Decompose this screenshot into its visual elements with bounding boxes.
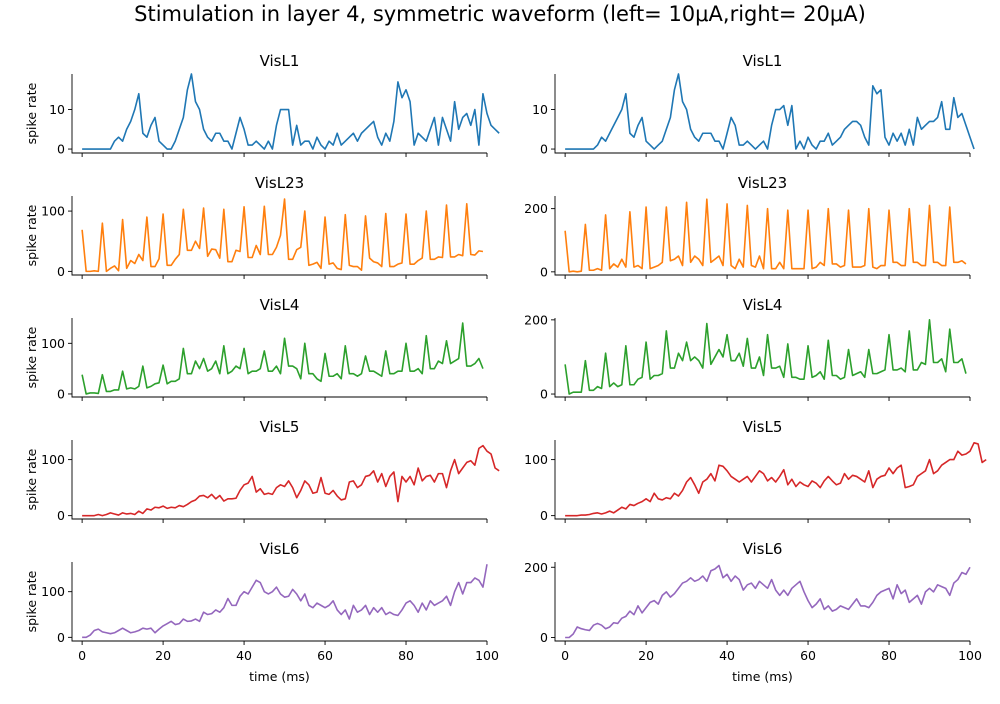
- subplot-title: VisL1: [743, 52, 783, 70]
- subplot-title: VisL4: [743, 296, 783, 314]
- y-tick-label: 100: [41, 204, 65, 219]
- subplot-visl4-right: VisL4 0 200: [524, 296, 971, 402]
- y-tick-label: 0: [540, 142, 548, 157]
- subplot-visl1-right: VisL1 0 10: [532, 52, 975, 157]
- subplot-title: VisL23: [738, 174, 787, 192]
- y-tick-label: 0: [540, 387, 548, 402]
- x-axis-label: time (ms): [249, 669, 310, 684]
- y-tick-label: 200: [524, 312, 548, 327]
- y-tick-label: 100: [41, 336, 65, 351]
- y-axis-label: spike rate: [24, 204, 39, 266]
- y-tick-label: 100: [41, 452, 65, 467]
- x-tick-label: 60: [800, 648, 816, 663]
- y-tick-label: 100: [524, 452, 548, 467]
- subplot-title: VisL23: [255, 174, 304, 192]
- y-axis-label: spike rate: [24, 448, 39, 510]
- series-line: [82, 73, 500, 150]
- y-tick-label: 0: [57, 630, 65, 645]
- x-tick-label: 40: [719, 648, 735, 663]
- y-tick-label: 0: [540, 630, 548, 645]
- series-line: [81, 198, 484, 273]
- subplot-visl5-right: VisL5 0 100: [524, 418, 987, 523]
- series-line: [565, 73, 975, 150]
- x-axis-label: time (ms): [732, 669, 793, 684]
- y-tick-label: 200: [524, 560, 548, 575]
- y-tick-label: 0: [57, 142, 65, 157]
- x-tick-label: 80: [398, 648, 414, 663]
- subplot-visl1-left: VisL1 0 10 spike rate: [24, 52, 500, 157]
- y-axis-label: spike rate: [24, 326, 39, 388]
- x-tick-label: 0: [561, 648, 569, 663]
- series-line: [564, 319, 967, 395]
- subplot-title: VisL5: [260, 418, 300, 436]
- series-line: [82, 444, 500, 517]
- y-axis-label: spike rate: [24, 570, 39, 632]
- x-tick-label: 100: [958, 648, 982, 663]
- x-tick-label: 20: [155, 648, 171, 663]
- series-line: [565, 564, 971, 639]
- subplot-title: VisL4: [260, 296, 300, 314]
- series-line: [82, 564, 488, 639]
- y-tick-label: 100: [41, 584, 65, 599]
- x-tick-label: 0: [78, 648, 86, 663]
- y-tick-label: 10: [49, 102, 65, 117]
- x-tick-label: 40: [236, 648, 252, 663]
- series-line: [564, 198, 967, 273]
- subplot-visl6-right: VisL6 0 200 0 20 40 60 80 100 time (ms): [524, 540, 982, 684]
- subplot-title: VisL1: [260, 52, 300, 70]
- y-tick-label: 10: [532, 102, 548, 117]
- figure-suptitle: Stimulation in layer 4, symmetric wavefo…: [134, 2, 866, 26]
- y-tick-label: 0: [57, 508, 65, 523]
- y-tick-label: 0: [540, 264, 548, 279]
- series-line: [565, 441, 987, 517]
- x-tick-label: 100: [475, 648, 499, 663]
- subplot-title: VisL6: [743, 540, 783, 558]
- series-line: [81, 322, 484, 395]
- x-tick-label: 60: [317, 648, 333, 663]
- y-tick-label: 200: [524, 201, 548, 216]
- y-tick-label: 0: [57, 386, 65, 401]
- subplot-visl23-right: VisL23 0 200: [524, 174, 971, 279]
- y-tick-label: 0: [540, 508, 548, 523]
- x-tick-label: 80: [881, 648, 897, 663]
- y-tick-label: 0: [57, 264, 65, 279]
- subplot-title: VisL5: [743, 418, 783, 436]
- x-tick-label: 20: [638, 648, 654, 663]
- subplot-title: VisL6: [260, 540, 300, 558]
- y-axis-label: spike rate: [24, 82, 39, 144]
